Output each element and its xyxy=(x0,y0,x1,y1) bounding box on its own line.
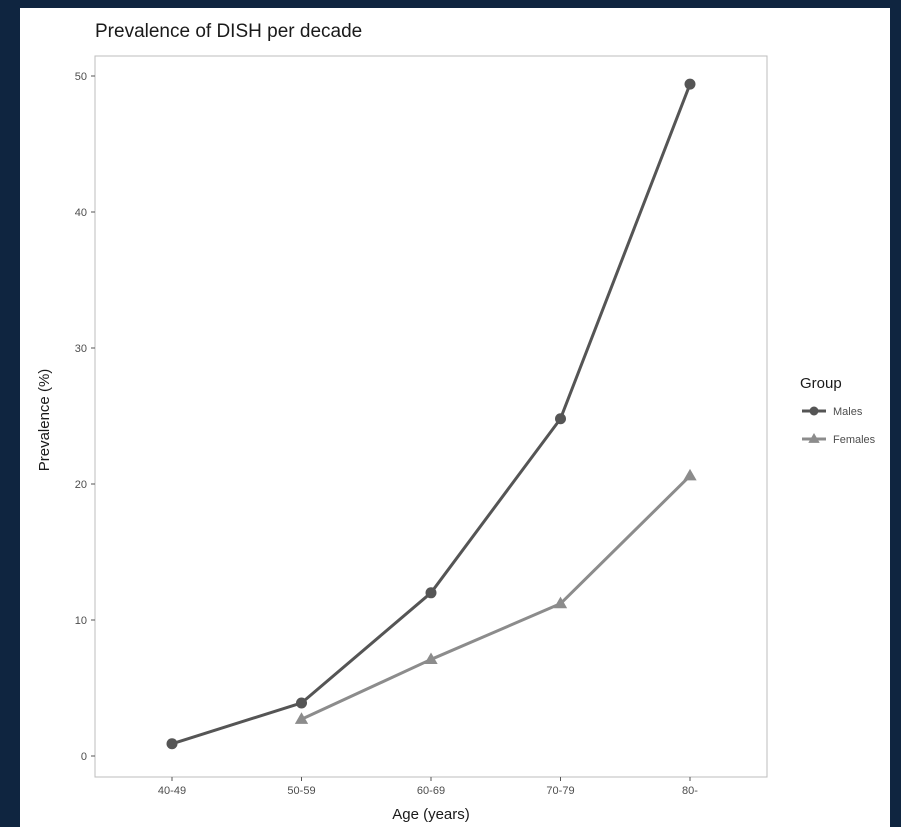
data-point-females xyxy=(683,468,697,481)
plot-border xyxy=(94,55,768,778)
legend-key-triangle xyxy=(808,433,820,443)
legend-title: Group xyxy=(800,375,842,392)
y-tick-label: 20 xyxy=(75,479,87,491)
series-males xyxy=(166,78,696,750)
data-point-males xyxy=(166,738,178,750)
x-axis-title: Age (years) xyxy=(392,806,470,823)
x-tick-label: 60-69 xyxy=(417,785,445,797)
data-point-females xyxy=(553,596,568,609)
series-line-males xyxy=(171,83,692,746)
y-tick-label: 40 xyxy=(75,207,87,219)
chart-title: Prevalence of DISH per decade xyxy=(95,21,362,42)
data-point-males xyxy=(555,413,566,425)
prevalence-line-chart: Prevalence of DISH per decade 0 10 20 30 40 5… xyxy=(36,21,876,823)
data-point-females xyxy=(424,652,438,664)
data-point-males xyxy=(425,587,437,599)
legend: Group Males Females xyxy=(800,375,876,446)
series-females xyxy=(294,468,697,724)
legend-key-circle xyxy=(809,406,819,416)
data-point-males xyxy=(684,78,696,90)
x-tick-label: 40-49 xyxy=(158,785,186,797)
x-axis: 40-49 50-59 60-69 70-79 80- xyxy=(158,777,698,797)
legend-item-females: Females xyxy=(802,433,876,446)
y-tick-label: 10 xyxy=(75,615,87,627)
series-line-females xyxy=(300,474,692,721)
series-layer xyxy=(166,78,697,750)
legend-item-males: Males xyxy=(802,406,863,418)
legend-label-females: Females xyxy=(833,434,876,446)
window-frame-top xyxy=(0,0,901,8)
y-axis-title: Prevalence (%) xyxy=(36,369,53,472)
y-axis: 0 10 20 30 40 50 xyxy=(75,71,95,763)
x-tick-label: 80- xyxy=(682,785,698,797)
y-tick-label: 50 xyxy=(75,71,87,83)
x-tick-label: 70-79 xyxy=(546,785,574,797)
x-tick-label: 50-59 xyxy=(287,785,315,797)
y-tick-label: 30 xyxy=(75,343,87,355)
y-tick-label: 0 xyxy=(81,751,87,763)
legend-label-males: Males xyxy=(833,406,863,418)
data-point-females xyxy=(294,712,309,724)
chart-panel: Prevalence of DISH per decade 0 10 20 30 40 5… xyxy=(20,8,890,827)
data-point-males xyxy=(296,697,307,709)
